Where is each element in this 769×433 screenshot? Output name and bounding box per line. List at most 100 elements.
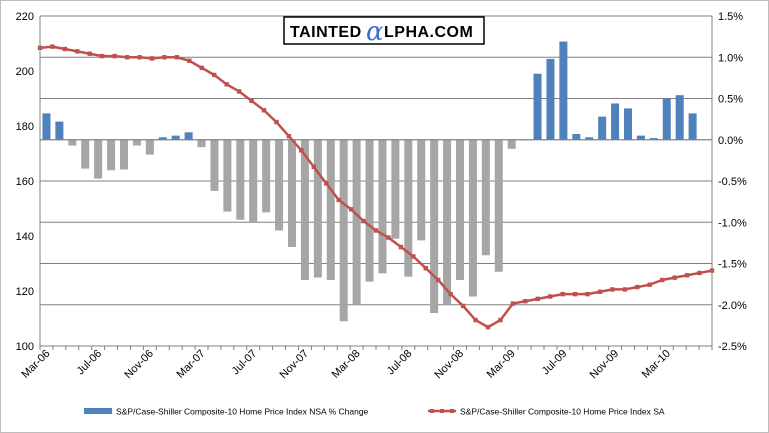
line-point (560, 291, 565, 297)
bar (649, 138, 658, 140)
bar (662, 98, 671, 140)
bar (68, 139, 77, 146)
bar (81, 139, 90, 169)
bar (455, 139, 465, 280)
line-point (286, 134, 292, 139)
right-tick-label: 1.5% (718, 11, 743, 23)
x-tick-label: Nov-06 (122, 348, 156, 382)
bar (688, 113, 697, 140)
left-tick-label: 140 (16, 231, 34, 243)
line-point (535, 296, 540, 302)
line-point (174, 55, 180, 60)
bar (352, 139, 361, 305)
line-point (436, 277, 441, 283)
bar (326, 139, 335, 280)
line-point (647, 282, 652, 287)
left-tick-label: 180 (16, 121, 34, 133)
bar (365, 139, 374, 282)
bar (236, 139, 245, 220)
bar (481, 139, 490, 256)
axes (39, 16, 713, 350)
bar (546, 58, 555, 140)
bar (443, 139, 452, 305)
legend: S&P/Case-Shiller Composite-10 Home Price… (84, 407, 665, 417)
bar (404, 139, 413, 277)
left-tick-label: 160 (16, 176, 34, 188)
right-tick-label: 1.0% (718, 52, 743, 64)
logo-frame (283, 16, 485, 45)
bar (210, 139, 219, 191)
bar (507, 139, 516, 149)
bar (42, 113, 51, 140)
line-point (448, 291, 453, 297)
line-point (423, 266, 428, 271)
line-point (485, 324, 491, 330)
line-point (572, 291, 578, 297)
line-point (137, 55, 142, 60)
right-tick-label: -1.5% (718, 259, 747, 271)
bar (494, 139, 503, 272)
x-tick-label: Jul-09 (540, 348, 570, 378)
x-axis-tick-labels: Mar-06 Jul-06 Nov-06 Mar-07 Jul-07 Nov-07 Mar-… (19, 348, 672, 382)
line-point (50, 44, 55, 49)
line-point (697, 270, 702, 276)
line-point (149, 56, 155, 61)
bar (119, 139, 129, 170)
line-point (373, 228, 379, 233)
bar (107, 139, 116, 171)
bar (313, 139, 322, 278)
logo-text-part2: LPHA.COM (384, 24, 473, 41)
bar (623, 108, 633, 140)
line-point (311, 164, 316, 170)
bar (145, 139, 154, 155)
bar (636, 135, 645, 140)
left-tick-label: 220 (16, 11, 34, 23)
bar (391, 139, 400, 239)
x-tick-label: Jul-08 (385, 348, 415, 378)
left-tick-label: 200 (16, 66, 34, 78)
logo: TAINTED α LPHA.COM (283, 16, 485, 47)
line-point (460, 303, 466, 309)
right-tick-label: -2.0% (718, 300, 747, 312)
line-point (324, 181, 329, 186)
line-point (635, 284, 640, 290)
line-point (361, 218, 366, 224)
left-axis-tick-labels: 100 120 140 160 180 200 220 (16, 11, 34, 353)
line-point (597, 289, 603, 294)
x-tick-label: Nov-08 (433, 348, 467, 382)
line-point (510, 301, 516, 306)
line-point (249, 98, 254, 104)
line-point (336, 197, 341, 203)
series-line (39, 45, 713, 329)
bar (611, 103, 620, 140)
bar (94, 139, 103, 179)
bar (675, 95, 684, 140)
bar (287, 139, 297, 247)
line-point (523, 299, 528, 304)
line-point (498, 317, 503, 323)
left-tick-label: 100 (16, 341, 34, 353)
legend-line-marker (450, 409, 454, 413)
bar (572, 133, 581, 140)
line-point (660, 277, 665, 283)
right-tick-label: 0.0% (718, 135, 743, 147)
line-point (261, 108, 267, 113)
x-tick-label: Mar-08 (330, 348, 363, 381)
x-tick-label: Mar-10 (640, 348, 673, 381)
x-tick-label: Jul-07 (230, 348, 260, 378)
bar (559, 41, 568, 140)
legend-line-marker (440, 409, 444, 413)
legend-bar-swatch (84, 408, 112, 414)
line-point (473, 317, 478, 323)
x-tick-label: Mar-09 (485, 348, 518, 381)
line-point (548, 294, 553, 299)
bar (223, 139, 232, 212)
line-point (386, 235, 391, 240)
line-point (75, 49, 80, 54)
bar (275, 139, 284, 231)
line-point (112, 53, 117, 59)
bar (339, 139, 348, 322)
left-tick-label: 120 (16, 286, 34, 298)
line-point (684, 273, 690, 278)
x-tick-label: Nov-09 (588, 348, 622, 382)
